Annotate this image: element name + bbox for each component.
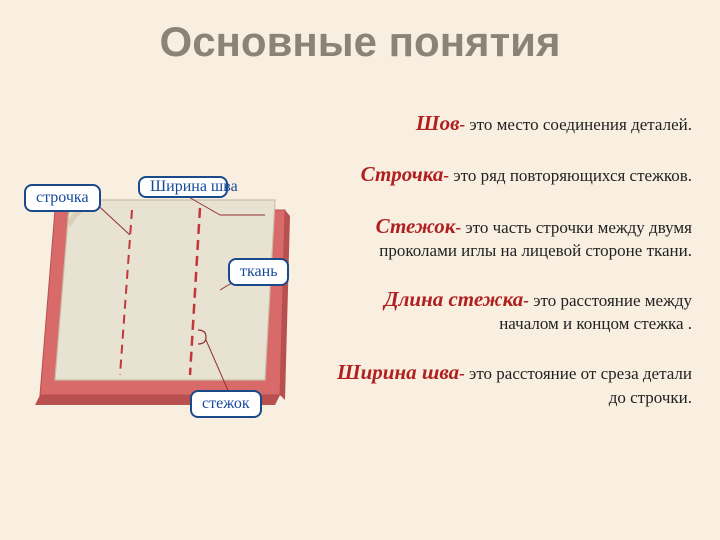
definition-item: Шов- это место соединения деталей. bbox=[332, 110, 692, 137]
term-dash: - bbox=[523, 291, 533, 310]
term-dash: - bbox=[455, 218, 465, 237]
label-strochka: строчка bbox=[24, 184, 101, 212]
definition-item: Ширина шва- это расстояние от среза дета… bbox=[332, 359, 692, 408]
definitions-block: Шов- это место соединения деталей. Строч… bbox=[332, 110, 692, 433]
term-body: это место соединения деталей. bbox=[469, 115, 692, 134]
definition-item: Стежок- это часть строчки между двумя пр… bbox=[332, 213, 692, 262]
definition-item: Длина стежка- это расстояние между начал… bbox=[332, 286, 692, 335]
term: Ширина шва bbox=[337, 360, 459, 384]
term-dash: - bbox=[459, 115, 469, 134]
term-dash: - bbox=[443, 166, 453, 185]
term: Длина стежка bbox=[384, 287, 523, 311]
term: Шов bbox=[416, 111, 460, 135]
term-body: это ряд повторяющихся стежков. bbox=[453, 166, 692, 185]
fabric-diagram: строчка Ширина шва ткань стежок bbox=[20, 180, 310, 430]
page-title: Основные понятия bbox=[0, 0, 720, 66]
definition-item: Строчка- это ряд повторяющихся стежков. bbox=[332, 161, 692, 188]
diagram-svg bbox=[20, 180, 310, 430]
term-body: это расстояние от среза детали до строчк… bbox=[469, 364, 692, 406]
label-tkan: ткань bbox=[228, 258, 289, 286]
term: Строчка bbox=[361, 162, 444, 186]
fabric-top bbox=[55, 200, 275, 380]
term-dash: - bbox=[459, 364, 469, 383]
term: Стежок bbox=[376, 214, 456, 238]
label-stezhok: стежок bbox=[190, 390, 262, 418]
label-shirina: Ширина шва bbox=[138, 176, 228, 198]
